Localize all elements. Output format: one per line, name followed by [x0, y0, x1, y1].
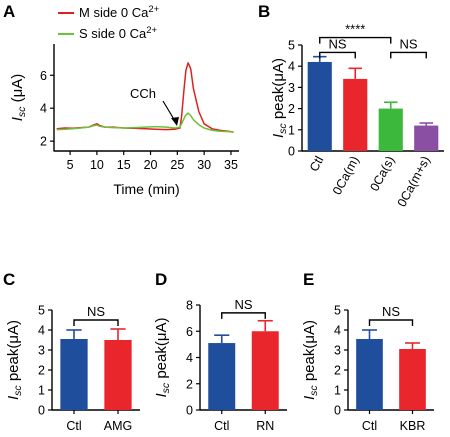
panel-c: C 0 1 2 3 4 5 Isc peak(μA) Ctl AMG NS — [3, 270, 140, 433]
y-axis-label: Isc peak(μA) — [301, 320, 320, 400]
category-label: 0Ca(m+s) — [395, 154, 433, 209]
bar-ctl — [208, 343, 236, 410]
annotation-arrow — [162, 100, 176, 122]
x-tick-label: 5 — [67, 158, 74, 172]
panel-a: A 5 10 15 20 25 30 35 2 4 6 Time (min) Isc (μA) M sid… — [3, 2, 239, 197]
x-tick-label: 35 — [224, 158, 238, 172]
bar-ctl — [356, 339, 383, 410]
y-tick-label: 5 — [334, 304, 341, 318]
y-tick-label: 3 — [334, 344, 341, 358]
category-label: RN — [256, 419, 274, 433]
panel-label: B — [258, 2, 270, 21]
y-tick-label: 6 — [186, 325, 193, 339]
x-tick-label: 20 — [144, 158, 158, 172]
panel-label: A — [3, 2, 15, 21]
category-label: KBR — [400, 419, 426, 433]
y-axis-label: Isc peak(μA) — [270, 58, 289, 138]
y-tick-label: 1 — [38, 384, 45, 398]
bar-ctl — [60, 339, 88, 410]
significance-label: **** — [345, 22, 365, 37]
significance-label: NS — [328, 36, 346, 51]
category-label: 0Ca(s) — [367, 154, 397, 194]
y-tick-label: 2 — [288, 102, 295, 116]
y-tick-label: 6 — [40, 69, 47, 83]
significance-bracket — [390, 51, 427, 59]
category-label: Ctl — [214, 419, 229, 433]
arrow-head-icon — [171, 117, 179, 126]
panel-e: E 0 1 2 3 4 5 Isc peak(μA) Ctl KBR NS — [301, 270, 434, 433]
significance-label: NS — [382, 304, 400, 319]
y-tick-label: 5 — [38, 304, 45, 318]
category-label: Ctl — [362, 419, 377, 433]
x-tick-label: 25 — [170, 158, 184, 172]
significance-label: NS — [399, 36, 417, 51]
significance-bracket — [221, 312, 266, 319]
y-tick-label: 4 — [334, 324, 341, 338]
bar-ctl — [307, 61, 332, 151]
y-tick-label: 0 — [186, 404, 193, 418]
panel-label: C — [3, 270, 15, 289]
y-tick-label: 4 — [40, 102, 47, 116]
panel-b: B 0 1 2 3 4 5 Isc peak(μA) Ctl 0Ca(m) 0Ca(s)0Ca(m+… — [258, 2, 444, 209]
y-tick-label: 2 — [334, 364, 341, 378]
series-line-s-side — [56, 112, 234, 133]
bar-kbr — [399, 349, 426, 410]
y-tick-label: 1 — [334, 384, 341, 398]
significance-bracket — [319, 36, 392, 44]
y-tick-label: 1 — [288, 123, 295, 137]
significance-bracket — [319, 51, 356, 59]
y-tick-label: 0 — [334, 404, 341, 418]
category-label: Ctl — [307, 154, 327, 174]
x-tick-label: 15 — [117, 158, 131, 172]
y-tick-label: 4 — [288, 60, 295, 74]
significance-bracket — [368, 319, 414, 326]
legend-entry: M side 0 Ca2+ — [79, 4, 160, 20]
panel-label: D — [155, 270, 167, 289]
y-tick-label: 0 — [38, 404, 45, 418]
category-label: 0Ca(m) — [330, 154, 362, 197]
y-tick-label: 4 — [186, 351, 193, 365]
y-axis-label: Isc peak(μA) — [153, 317, 172, 397]
y-tick-label: 2 — [40, 135, 47, 149]
y-tick-label: 4 — [38, 324, 45, 338]
bar-rn — [251, 331, 279, 410]
bar-0ca-m- — [343, 78, 368, 151]
y-axis-label: Isc peak(μA) — [5, 320, 24, 400]
x-tick-label: 30 — [197, 158, 211, 172]
y-tick-label: 3 — [288, 81, 295, 95]
bar-0ca-s- — [378, 108, 403, 151]
category-label: AMG — [104, 419, 132, 433]
y-axis-label: Isc (μA) — [9, 74, 28, 121]
bar-0ca-m-s- — [414, 125, 439, 151]
legend-entry: S side 0 Ca2+ — [79, 25, 157, 41]
y-tick-label: 3 — [38, 344, 45, 358]
y-tick-label: 2 — [186, 377, 193, 391]
y-tick-label: 5 — [288, 39, 295, 53]
significance-label: NS — [87, 304, 105, 319]
significance-bracket — [73, 319, 119, 326]
x-axis-label: Time (min) — [113, 181, 179, 197]
annotation-cch: CCh — [130, 86, 156, 101]
y-tick-label: 2 — [38, 364, 45, 378]
significance-label: NS — [234, 297, 252, 312]
y-tick-label: 8 — [186, 299, 193, 313]
y-tick-label: 0 — [288, 145, 295, 159]
panel-label: E — [303, 270, 314, 289]
panel-d: D 0 2 4 6 8 Isc peak(μA) Ctl RN NS — [153, 270, 287, 433]
category-label: Ctl — [66, 419, 81, 433]
bar-amg — [104, 340, 132, 410]
x-tick-label: 10 — [90, 158, 104, 172]
